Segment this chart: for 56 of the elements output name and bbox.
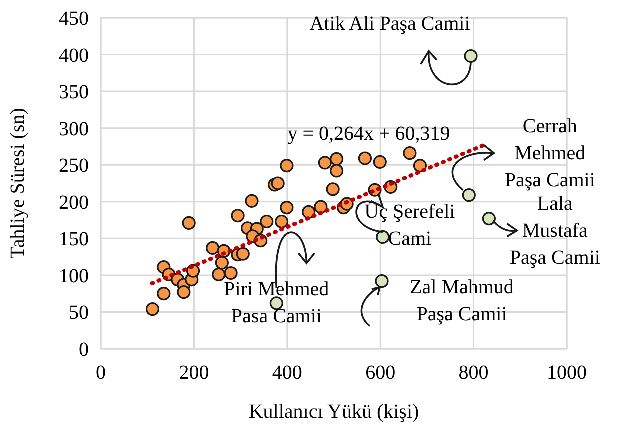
point xyxy=(373,155,387,169)
x-tick-label: 600 xyxy=(366,362,396,384)
x-tick-label: 400 xyxy=(272,362,302,384)
annotation: y = 0,264x + 60,319 xyxy=(288,123,450,145)
point xyxy=(260,214,274,229)
annotation: Cerrah Mehmed Paşa Camii xyxy=(504,115,596,192)
y-tick-label: 300 xyxy=(59,118,89,140)
point xyxy=(275,214,289,229)
point xyxy=(330,164,344,178)
point xyxy=(177,286,191,300)
point xyxy=(464,49,478,64)
point xyxy=(215,256,229,270)
point xyxy=(413,159,428,173)
point xyxy=(314,200,328,214)
point xyxy=(231,209,245,223)
y-tick-label: 350 xyxy=(59,82,89,104)
point xyxy=(146,302,160,316)
y-tick-label: 50 xyxy=(69,302,89,324)
x-tick-label: 0 xyxy=(96,362,106,384)
point xyxy=(270,296,284,310)
y-tick-label: 450 xyxy=(59,8,89,30)
point xyxy=(212,268,226,282)
point xyxy=(280,200,294,215)
y-tick-label: 250 xyxy=(59,155,89,178)
point xyxy=(403,146,417,160)
annotation: Piri Mehmed Pasa Camii xyxy=(224,278,330,328)
y-axis-title: Tahliye Süresi (sn) xyxy=(7,108,29,259)
point xyxy=(245,194,259,208)
x-axis-title: Kullanıcı Yükü (kişi) xyxy=(248,401,420,423)
annotation: Lala Mustafa Paşa Camii xyxy=(510,192,601,269)
point xyxy=(376,230,390,244)
point xyxy=(224,266,238,280)
point xyxy=(236,247,250,261)
annotation: Üç Şerefeli Cami xyxy=(364,201,456,250)
y-tick-label: 150 xyxy=(59,228,89,251)
point xyxy=(206,241,220,256)
point xyxy=(358,152,372,166)
point xyxy=(326,182,340,196)
point xyxy=(182,216,196,230)
annotation: Atik Ali Paşa Camii xyxy=(310,13,471,36)
point xyxy=(375,274,389,288)
x-tick-label: 200 xyxy=(179,362,210,384)
y-tick-label: 0 xyxy=(79,339,89,361)
y-tick-label: 200 xyxy=(59,192,89,214)
y-tick-label: 400 xyxy=(59,44,89,67)
point xyxy=(462,188,476,202)
point xyxy=(330,152,344,166)
point xyxy=(318,156,332,170)
annotation: Zal Mahmud Paşa Camii xyxy=(410,276,514,326)
point xyxy=(280,159,294,173)
x-tick-label: 800 xyxy=(458,362,489,384)
point xyxy=(482,212,496,226)
x-tick-label: 1000 xyxy=(547,362,587,384)
point xyxy=(271,176,285,190)
point xyxy=(157,287,171,301)
y-tick-label: 100 xyxy=(59,265,89,288)
